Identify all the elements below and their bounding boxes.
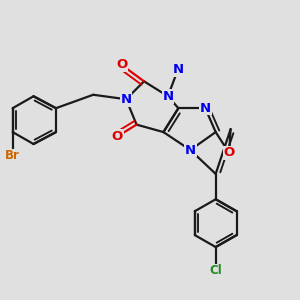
Text: N: N — [121, 93, 132, 106]
Text: N: N — [200, 102, 211, 115]
Text: N: N — [162, 90, 173, 103]
Text: Br: Br — [5, 149, 20, 163]
Text: O: O — [116, 58, 127, 71]
Text: Cl: Cl — [209, 264, 222, 278]
Text: N: N — [173, 64, 184, 76]
Text: O: O — [224, 146, 235, 160]
Text: N: N — [185, 143, 196, 157]
Text: O: O — [112, 130, 123, 143]
